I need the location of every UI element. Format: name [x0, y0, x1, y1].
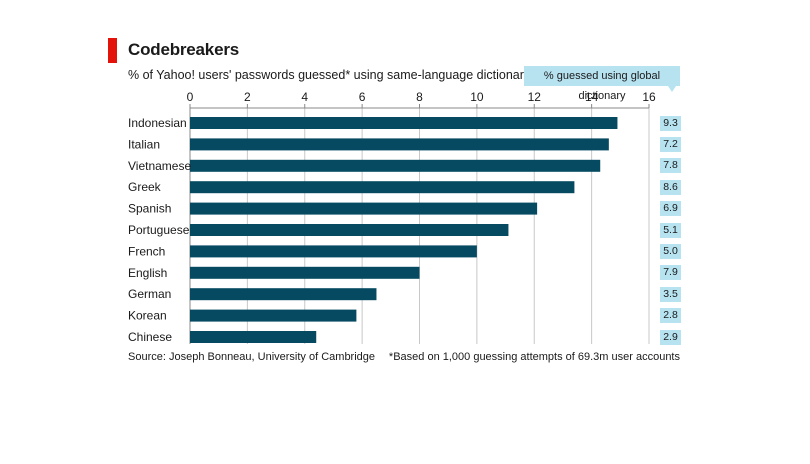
- x-tick-label: 12: [528, 90, 542, 104]
- x-tick-label: 0: [187, 90, 194, 104]
- category-label: Portuguese: [128, 223, 190, 237]
- footnote: *Based on 1,000 guessing attempts of 69.…: [388, 351, 680, 363]
- bar: [190, 181, 575, 194]
- x-tick-label: 14: [585, 90, 599, 104]
- x-tick-label: 16: [642, 90, 656, 104]
- global-value-label: 2.9: [660, 329, 681, 345]
- global-value-label: 7.9: [660, 265, 681, 281]
- global-dictionary-label: % guessed using global dictionary: [524, 66, 680, 102]
- bar: [190, 288, 377, 301]
- global-value-label: 6.9: [660, 201, 681, 217]
- bar: [190, 331, 317, 343]
- chart-title: Codebreakers: [128, 40, 239, 59]
- bar: [190, 245, 477, 258]
- global-value-label: 8.6: [660, 179, 681, 195]
- global-value-label: 9.3: [660, 115, 681, 131]
- category-label: Italian: [128, 137, 160, 151]
- bar: [190, 117, 618, 129]
- category-label: German: [128, 287, 171, 301]
- x-tick-label: 2: [244, 90, 251, 104]
- bar: [190, 309, 357, 322]
- bar: [190, 138, 609, 151]
- global-value-label: 5.1: [660, 222, 681, 238]
- category-label: Indonesian: [128, 116, 187, 130]
- x-tick-label: 6: [359, 90, 366, 104]
- category-label: Greek: [128, 180, 162, 194]
- category-label: Chinese: [128, 330, 172, 344]
- category-label: French: [128, 244, 165, 258]
- global-value-label: 7.2: [660, 136, 681, 152]
- global-label-pointer: [668, 86, 676, 92]
- accent-tag: [108, 38, 117, 63]
- bar: [190, 224, 509, 236]
- bar: [190, 202, 538, 215]
- source-note: Source: Joseph Bonneau, University of Ca…: [128, 351, 376, 363]
- global-value-label: 7.8: [660, 158, 681, 174]
- category-label: Korean: [128, 309, 167, 323]
- bar: [190, 266, 420, 279]
- x-tick-label: 4: [301, 90, 308, 104]
- x-tick-label: 10: [470, 90, 484, 104]
- global-value-label: 5.0: [660, 243, 681, 259]
- category-label: Vietnamese: [128, 159, 191, 173]
- bar: [190, 159, 601, 172]
- global-value-label: 2.8: [660, 308, 681, 324]
- chart-subtitle: % of Yahoo! users' passwords guessed* us…: [128, 68, 531, 82]
- category-label: Spanish: [128, 202, 171, 216]
- category-label: English: [128, 266, 167, 280]
- x-tick-label: 8: [416, 90, 423, 104]
- global-value-label: 3.5: [660, 286, 681, 302]
